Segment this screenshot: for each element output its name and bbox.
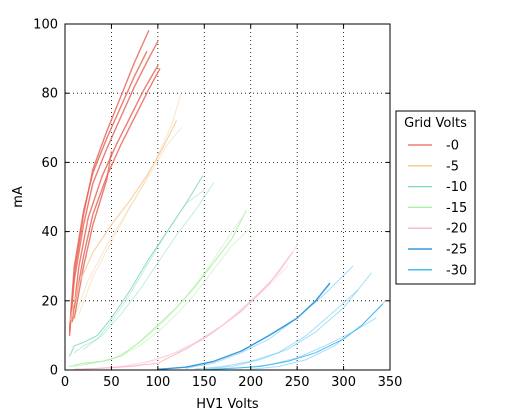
y-tick-label: 40 (41, 225, 58, 240)
x-tick-label: 50 (103, 375, 120, 390)
curve-grid-minus-20-2 (92, 265, 289, 370)
curve-grid-minus-0-4 (73, 68, 161, 309)
curve-grid-minus-0-3 (71, 64, 159, 323)
curve-grid-minus-25-0 (157, 282, 331, 370)
legend-label: -10 (446, 180, 467, 195)
legend-label: -5 (446, 159, 459, 174)
curve-grid-minus-10-1 (73, 189, 205, 354)
curve-grid-minus-30-1 (213, 317, 377, 370)
y-tick-label: 100 (33, 18, 58, 33)
axis-ticks: 0 50 100 150 200 250 300 350 0 20 40 60 80 100 (33, 18, 402, 391)
curve-grid-minus-0-5 (73, 151, 113, 319)
curve-grid-minus-0-2 (68, 51, 148, 330)
curve-grid-minus-5-1 (73, 92, 182, 319)
curve-grid-minus-0-0 (68, 30, 150, 337)
legend-entries: -0 -5 -10 -15 -20 -25 -30 (408, 139, 467, 278)
legend-label: -25 (446, 243, 467, 258)
curve-grid-minus-30-0 (203, 303, 384, 371)
curve-grid-minus-15-2 (83, 227, 252, 366)
x-tick-label: 0 (61, 375, 69, 390)
y-tick-label: 20 (41, 294, 58, 309)
curve-grid-minus-30-3 (185, 265, 354, 369)
curve-grid-minus-0-1 (68, 40, 159, 333)
legend-label: -20 (446, 222, 467, 237)
curve-grid-minus-5-2 (78, 127, 182, 316)
legend-label: -30 (446, 263, 467, 278)
legend-title: Grid Volts (404, 116, 467, 131)
x-tick-label: 250 (285, 375, 310, 390)
curve-grid-minus-30-4 (203, 272, 372, 370)
curve-grid-minus-10-0 (69, 175, 203, 357)
curve-grid-minus-20-1 (83, 244, 298, 370)
curve-grid-minus-30-5 (250, 300, 386, 370)
curve-grid-minus-15-1 (73, 217, 242, 367)
curve-grid-minus-10-2 (83, 182, 215, 350)
plot-frame (64, 23, 391, 371)
x-tick-label: 300 (331, 375, 356, 390)
curve-grid-minus-5-0 (69, 120, 177, 323)
x-tick-label: 350 (378, 375, 403, 390)
y-tick-label: 60 (41, 156, 58, 171)
y-tick-label: 0 (50, 364, 58, 379)
legend-label: -0 (446, 139, 459, 154)
y-tick-label: 80 (41, 87, 58, 102)
curve-grid-minus-15-0 (69, 210, 247, 367)
x-axis-label: HV1 Volts (196, 397, 259, 412)
legend-box (395, 110, 476, 285)
grid-lines (65, 24, 390, 370)
y-axis-label: mA (11, 186, 26, 208)
curve-grid-minus-30-2 (194, 289, 358, 370)
x-tick-label: 150 (192, 375, 217, 390)
x-tick-label: 100 (145, 375, 170, 390)
legend-label: -15 (446, 201, 467, 216)
plot-curves (68, 30, 386, 371)
legend: Grid Volts -0 -5 -10 -15 -20 -25 -30 (395, 110, 476, 285)
x-tick-label: 200 (238, 375, 263, 390)
